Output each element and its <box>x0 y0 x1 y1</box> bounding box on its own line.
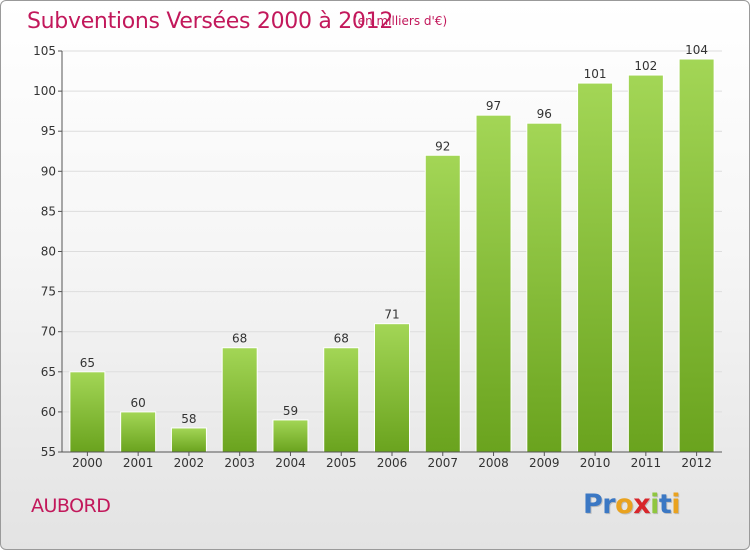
x-tick-label-2012: 2012 <box>681 456 712 470</box>
data-label-2006: 71 <box>384 308 399 322</box>
brand-letter: r <box>602 489 616 520</box>
y-tick-label: 60 <box>41 405 56 419</box>
y-tick-label: 75 <box>41 285 56 299</box>
brand-letter: t <box>658 489 672 520</box>
bar-2004 <box>272 419 309 453</box>
y-tick-label: 65 <box>41 365 56 379</box>
data-label-2004: 59 <box>283 404 298 418</box>
bar-2009 <box>526 122 563 453</box>
labels: 65 60 58 68 59 68 71 92 97 96 101 102 104 <box>80 43 708 426</box>
data-label-2011: 102 <box>634 59 657 73</box>
data-label-2010: 101 <box>584 67 607 81</box>
brand-letter: P <box>583 489 603 520</box>
x-tick-label-2008: 2008 <box>478 456 509 470</box>
y-tick-label: 85 <box>41 204 56 218</box>
chart-title: Subventions Versées 2000 à 2012 <box>27 9 394 34</box>
brand-letter: i <box>650 489 659 520</box>
x-tick-label-2005: 2005 <box>326 456 357 470</box>
bar-2010 <box>577 82 614 453</box>
x-tick-label-2003: 2003 <box>224 456 255 470</box>
y-tick-label: 100 <box>33 84 56 98</box>
x-tick-label-2009: 2009 <box>529 456 560 470</box>
data-label-2001: 60 <box>131 396 146 410</box>
bar-2006 <box>374 323 410 453</box>
x-tick-label-2001: 2001 <box>123 456 154 470</box>
y-tick-label: 95 <box>41 124 56 138</box>
bar-2012 <box>678 58 715 453</box>
data-label-2002: 58 <box>181 412 196 426</box>
x-tick-label-2011: 2011 <box>631 456 662 470</box>
y-tick-label: 105 <box>33 44 56 58</box>
bar-2000 <box>69 371 106 453</box>
brand-letter: o <box>615 489 634 520</box>
bar-2008 <box>475 114 512 453</box>
place-name: AUBORD <box>31 495 111 517</box>
bar-2007 <box>424 154 461 453</box>
bars <box>69 58 715 453</box>
bar-2011 <box>627 74 664 453</box>
data-label-2008: 97 <box>486 99 501 113</box>
bar-2005 <box>323 347 360 453</box>
x-tick-label-2007: 2007 <box>427 456 458 470</box>
axes: 55 60 65 70 75 80 85 90 95 100 105 2000 2001 2002 2003… <box>33 44 722 470</box>
x-tick-label-2002: 2002 <box>174 456 205 470</box>
x-tick-label-2000: 2000 <box>72 456 103 470</box>
data-label-2009: 96 <box>537 107 552 121</box>
x-tick-label-2006: 2006 <box>377 456 408 470</box>
x-tick-label-2010: 2010 <box>580 456 611 470</box>
bar-2002 <box>170 427 207 453</box>
data-label-2005: 68 <box>334 332 349 346</box>
bar-2003 <box>221 347 258 453</box>
y-tick-label: 70 <box>41 325 56 339</box>
x-tick-label-2004: 2004 <box>275 456 306 470</box>
data-label-2000: 65 <box>80 356 95 370</box>
brand-logo: Proxiti <box>583 489 681 520</box>
y-tick-label: 80 <box>41 245 56 259</box>
y-tick-label: 55 <box>41 445 56 459</box>
chart-subtitle: (en milliers d'€) <box>353 14 448 28</box>
y-tick-label: 90 <box>41 164 56 178</box>
bar-2001 <box>120 411 157 453</box>
data-label-2003: 68 <box>232 332 247 346</box>
brand-letter: x <box>633 489 651 520</box>
data-label-2012: 104 <box>685 43 708 57</box>
data-label-2007: 92 <box>435 139 450 153</box>
brand-letter: i <box>671 489 681 520</box>
